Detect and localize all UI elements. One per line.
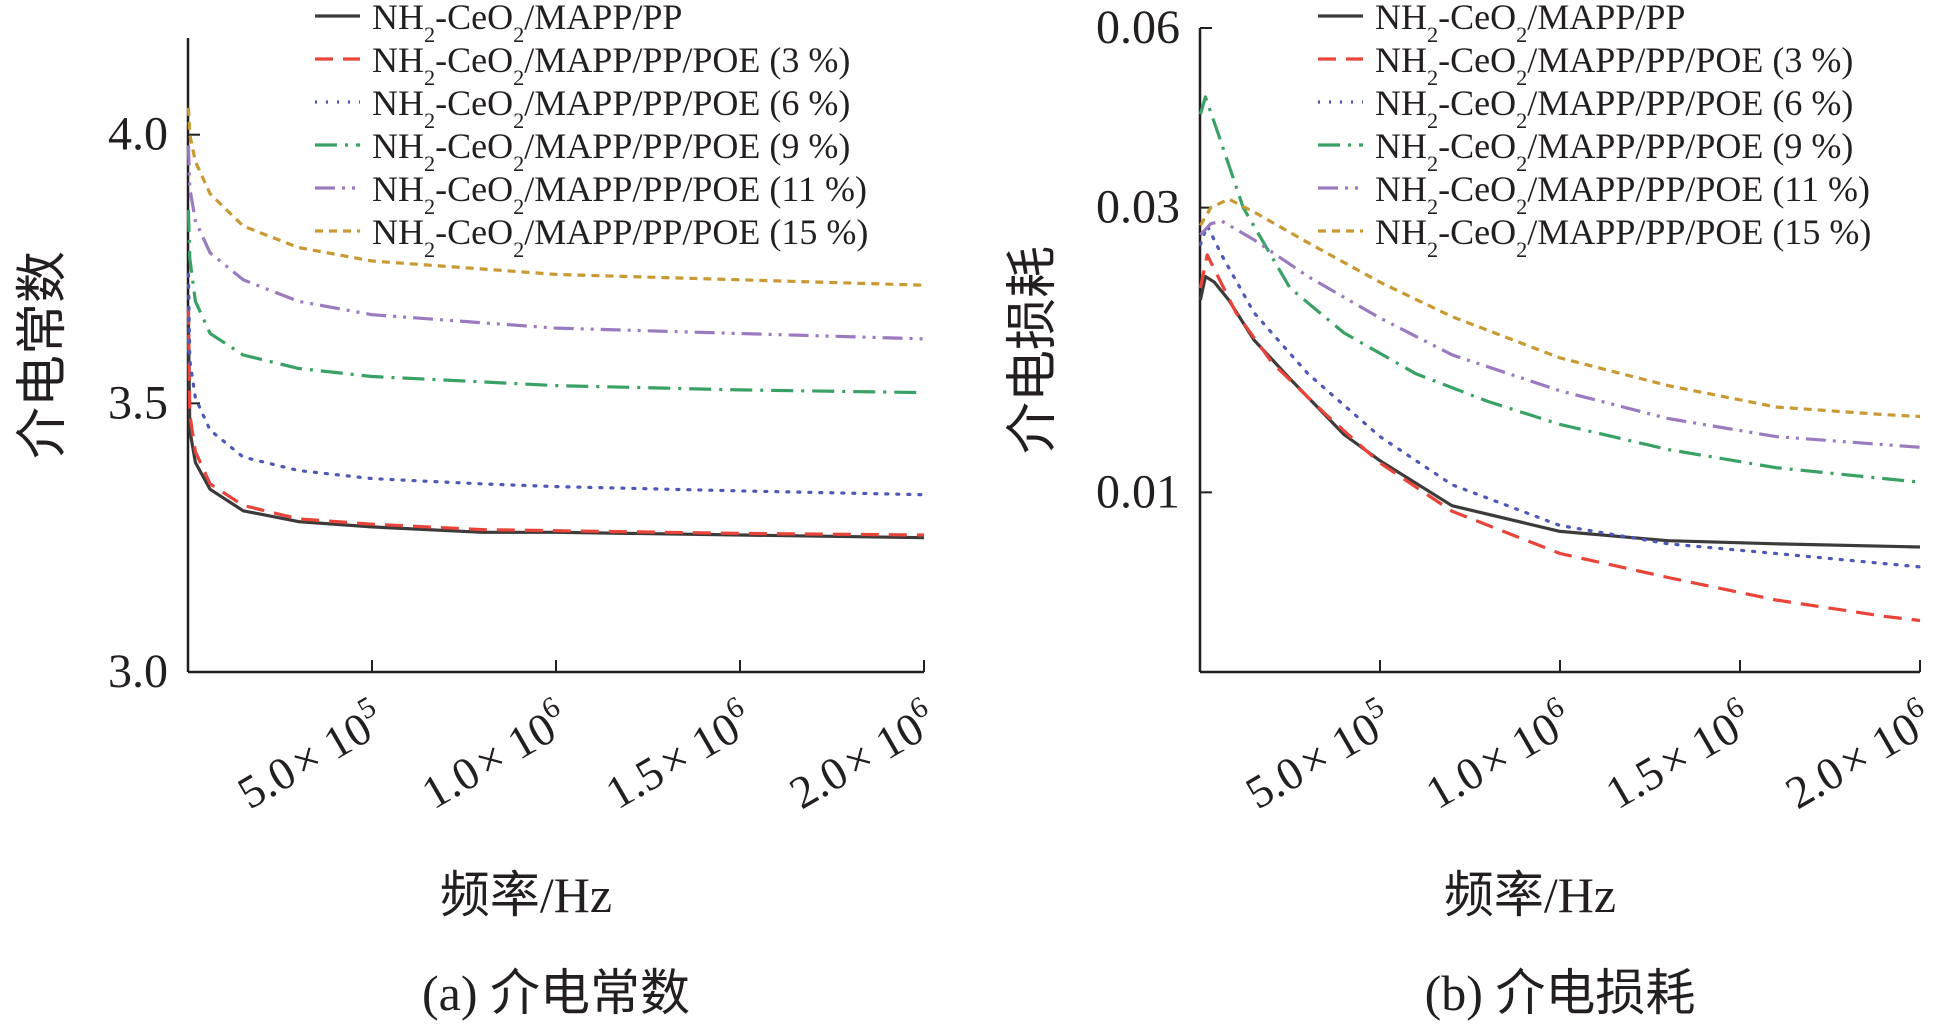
x-tick-label: 2.0× 106 [1774,690,1939,818]
series-line-1 [1198,274,1921,549]
legend-label-6: NH2-CeO2/MAPP/PP/POE (15 %) [372,212,868,262]
x-axis-label: 频率/Hz [440,867,612,923]
y-axis-label: 介电损耗 [1005,246,1062,454]
series-line-2 [186,306,925,537]
x-tick-label: 5.0× 105 [1234,690,1401,818]
panel-caption: (b) 介电损耗 [1425,965,1696,1021]
y-tick-label: 4.0 [108,108,168,161]
legend-label-4: NH2-CeO2/MAPP/PP/POE (9 %) [1375,126,1853,176]
legend-label-6: NH2-CeO2/MAPP/PP/POE (15 %) [1375,212,1871,262]
panel-caption: (a) 介电常数 [422,965,690,1021]
series-line-1 [186,317,925,540]
y-tick-label: 0.06 [1096,1,1180,54]
series-line-6 [186,107,925,287]
series-line-5 [186,145,925,341]
x-axis-label: 频率/Hz [1444,867,1616,923]
legend-label-5: NH2-CeO2/MAPP/PP/POE (11 %) [1375,169,1870,219]
legend-label-3: NH2-CeO2/MAPP/PP/POE (6 %) [372,83,850,133]
legend-label-1: NH2-CeO2/MAPP/PP [372,0,682,47]
y-tick-label: 3.5 [108,376,168,429]
series-line-6 [1199,197,1921,419]
series-line-4 [186,209,925,395]
series-line-2 [1198,253,1921,623]
series-line-4 [1198,95,1921,484]
legend-label-2: NH2-CeO2/MAPP/PP/POE (3 %) [372,40,850,90]
legend-label-4: NH2-CeO2/MAPP/PP/POE (9 %) [372,126,850,176]
x-tick-label: 1.5× 106 [594,690,761,818]
legend-label-2: NH2-CeO2/MAPP/PP/POE (3 %) [1375,40,1853,90]
y-axis-label: 介电常数 [15,251,72,459]
x-tick-label: 1.0× 106 [1414,690,1581,818]
x-tick-label: 2.0× 106 [778,690,945,818]
series-line-5 [1199,219,1921,449]
series-line-3 [1198,223,1922,569]
y-tick-label: 3.0 [108,645,168,698]
y-tick-label: 0.01 [1096,465,1180,518]
y-tick-label: 0.03 [1096,181,1180,234]
x-tick-label: 1.0× 106 [410,690,577,818]
legend-label-3: NH2-CeO2/MAPP/PP/POE (6 %) [1375,83,1853,133]
x-tick-label: 5.0× 105 [226,690,393,818]
series-line-3 [186,272,926,497]
x-tick-label: 1.5× 106 [1594,690,1761,818]
legend-label-5: NH2-CeO2/MAPP/PP/POE (11 %) [372,169,867,219]
legend-label-1: NH2-CeO2/MAPP/PP [1375,0,1685,47]
